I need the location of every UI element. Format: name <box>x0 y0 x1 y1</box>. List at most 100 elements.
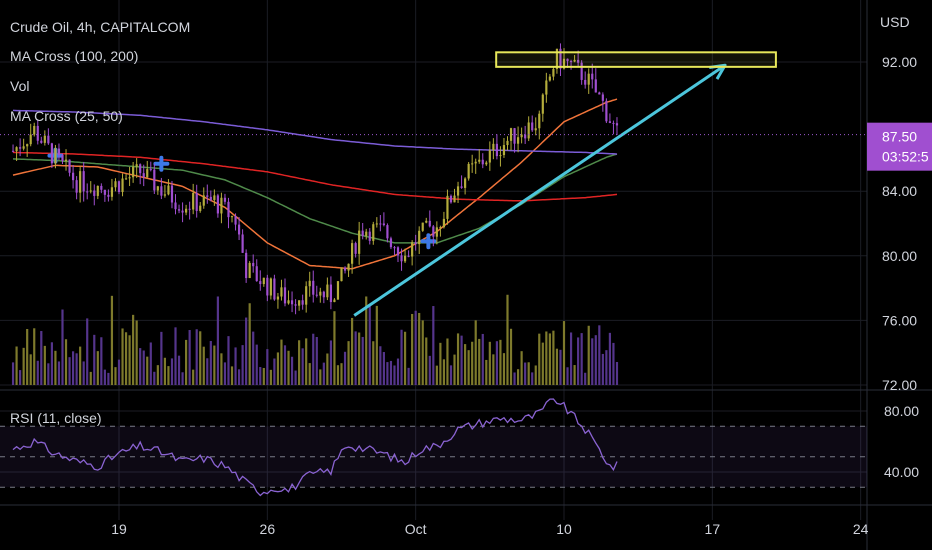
candle-body <box>386 225 389 239</box>
candle-body <box>396 247 400 256</box>
candle-body <box>252 262 255 267</box>
volume-bar <box>432 306 435 385</box>
volume-bar <box>153 371 156 385</box>
volume-bar <box>192 369 195 385</box>
drawings[interactable] <box>353 51 777 317</box>
volume-bar <box>495 341 498 385</box>
legend-ma-cross-fast[interactable]: MA Cross (25, 50) <box>10 108 123 124</box>
volume-bar <box>245 317 248 385</box>
legend-rsi[interactable]: RSI (11, close) <box>10 410 102 426</box>
volume-bar <box>418 312 421 385</box>
candle-body <box>513 128 516 144</box>
volume-bar <box>209 340 212 385</box>
rsi-line <box>12 398 618 497</box>
volume-bar <box>234 347 237 385</box>
axes: USD 72.00 76.00 80.00 84.00 92.00 87.50 03:52:5… <box>111 14 932 537</box>
candle-body <box>220 197 223 214</box>
candle-body <box>174 202 177 210</box>
candle-body <box>50 143 53 164</box>
volume-bar <box>545 331 548 385</box>
candle-body <box>188 208 191 210</box>
candle-body <box>255 266 258 282</box>
volume-bar <box>601 353 604 385</box>
volume-bar <box>435 365 438 385</box>
candle-body <box>139 164 142 174</box>
volume-bar <box>75 353 78 385</box>
candle-body <box>531 122 534 131</box>
volume-bar <box>460 335 463 385</box>
candle-body <box>573 59 576 62</box>
volume-bar <box>255 344 258 385</box>
candle-body <box>206 195 209 197</box>
candle-body <box>234 216 237 225</box>
candle-body <box>79 171 82 193</box>
volume-bar <box>146 356 149 385</box>
candle-body <box>414 242 417 245</box>
volume-bar <box>524 362 527 385</box>
candle-body <box>68 159 71 173</box>
candle-body <box>199 205 202 211</box>
candle-body <box>245 252 248 279</box>
candle-body <box>276 296 280 300</box>
price-axis-tick-label: 76.00 <box>882 312 917 328</box>
candle-body <box>435 227 438 237</box>
volume-bar <box>216 296 219 385</box>
volume-bar <box>167 366 170 385</box>
volume-bar <box>562 321 566 385</box>
candle-body <box>54 148 57 164</box>
volume-bar <box>559 349 562 385</box>
candle-body <box>128 177 131 179</box>
legend-ma-cross-slow[interactable]: MA Cross (100, 200) <box>10 48 139 64</box>
volume-bar <box>64 339 68 385</box>
volume-bar <box>266 349 269 385</box>
candles <box>11 43 619 315</box>
price-axis-currency: USD <box>880 14 910 30</box>
volume-bar <box>414 310 417 385</box>
volume-bar <box>15 346 18 385</box>
volume-bar <box>301 348 304 385</box>
candle-body <box>432 226 435 237</box>
volume-bar <box>509 328 513 385</box>
candle-body <box>142 173 145 178</box>
volume-bar <box>220 353 223 385</box>
volume-bar <box>11 362 15 385</box>
candle-body <box>312 280 315 295</box>
candle-body <box>241 234 244 253</box>
candle-body <box>71 172 75 181</box>
candle-body <box>559 48 562 69</box>
candle-body <box>329 284 332 303</box>
candle-body <box>615 123 619 126</box>
candle-body <box>227 201 230 218</box>
candle-body <box>262 277 265 285</box>
volume-bar <box>223 362 227 385</box>
volume-bar <box>548 333 551 385</box>
candle-body <box>308 280 311 287</box>
volume-bar <box>248 303 251 385</box>
volume-bar <box>531 372 534 385</box>
volume-bar <box>368 304 371 385</box>
volume-bar <box>456 333 460 385</box>
volume-bar <box>305 338 308 385</box>
price-axis-tick-label: 92.00 <box>882 54 917 70</box>
volume-bar <box>555 348 559 385</box>
candle-body <box>351 243 354 264</box>
candle-body <box>209 196 212 200</box>
volume-bar <box>361 336 364 385</box>
volume-bar <box>351 317 354 385</box>
volume-bar <box>492 354 495 385</box>
volume-bar <box>71 351 75 385</box>
volume-bar <box>520 351 523 385</box>
candle-body <box>216 195 219 214</box>
chart-title[interactable]: Crude Oil, 4h, CAPITALCOM <box>10 19 191 35</box>
volume-bar <box>333 311 336 385</box>
candle-body <box>110 187 114 197</box>
volume-bar <box>100 337 103 385</box>
volume-bar <box>54 350 57 385</box>
volume-bar <box>139 348 142 385</box>
legend-volume[interactable]: Vol <box>10 78 30 94</box>
candle-body <box>474 161 477 164</box>
resistance-box <box>495 51 777 68</box>
volume-bar <box>61 309 64 385</box>
candle-body <box>153 169 156 191</box>
